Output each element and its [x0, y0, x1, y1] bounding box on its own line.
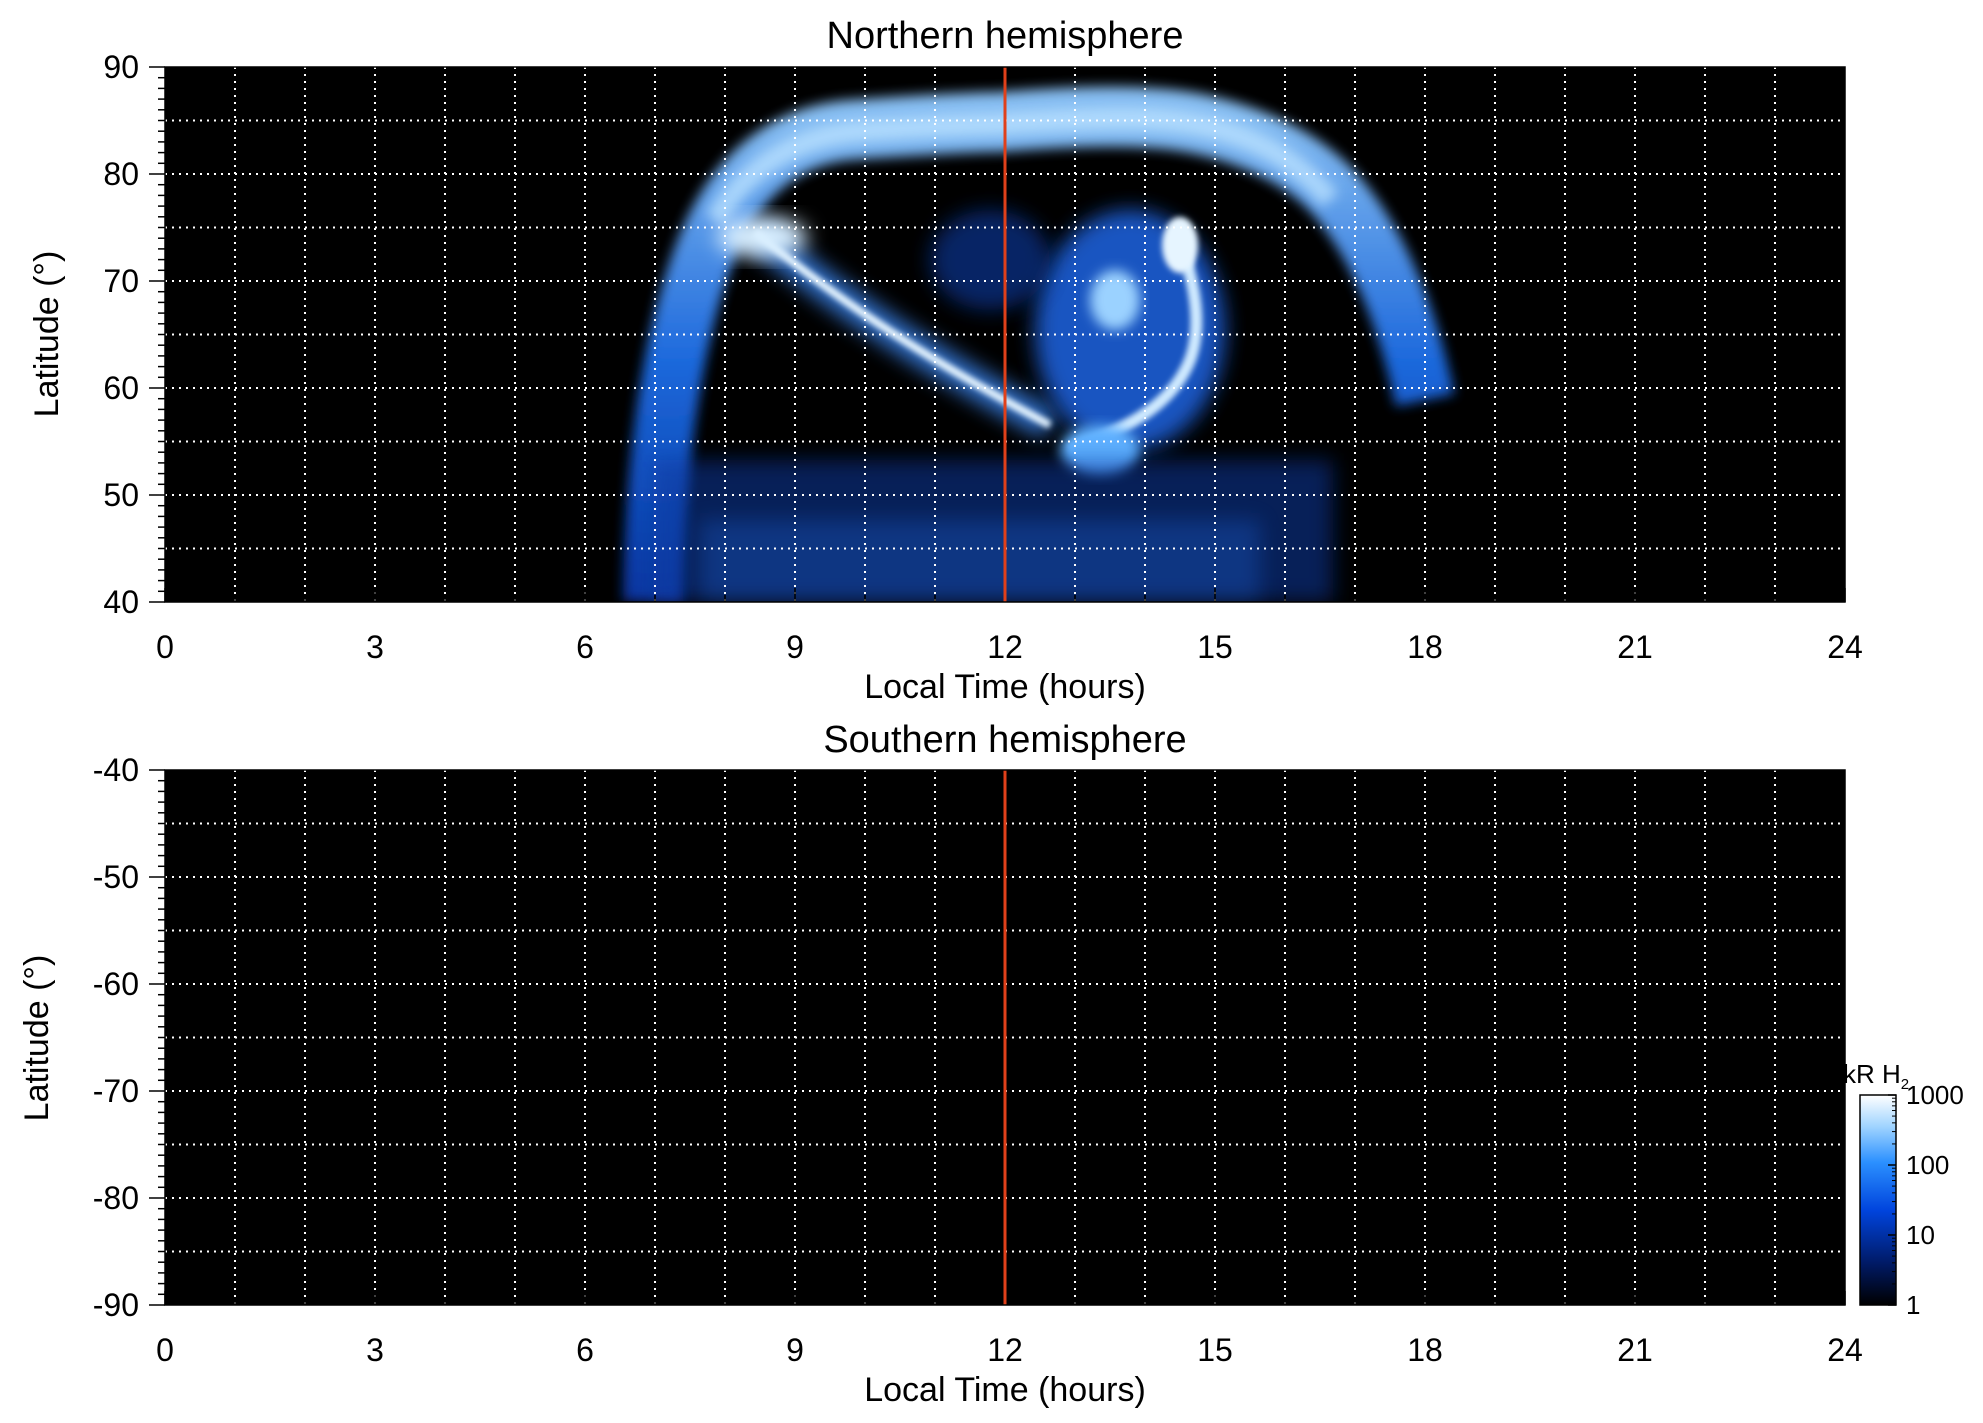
x-tick-label: 21: [1617, 629, 1653, 665]
dawn-bright-spot: [717, 217, 807, 257]
x-tick-label: 18: [1407, 1332, 1443, 1368]
inner-patch: [930, 210, 1050, 310]
colorbar-tick-label: 100: [1906, 1150, 1949, 1180]
postnoon-bright-spot-1: [1162, 217, 1198, 273]
low-latitude-noise-2: [700, 520, 1260, 602]
y-tick-label: -50: [93, 859, 139, 895]
y-tick-label: -90: [93, 1287, 139, 1323]
y-axis-label-south: Latitude (°): [18, 955, 56, 1122]
colorbar-gradient: [1859, 1094, 1897, 1306]
northern-panel: Northern hemisphere Local Time (hours) L…: [28, 15, 1863, 706]
x-tick-label: 6: [576, 629, 594, 665]
plot-frame-south: [164, 769, 1846, 1306]
y-tick-labels-north: 40 50 60 70 80 90: [103, 49, 139, 620]
x-tick-label: 9: [786, 629, 804, 665]
y-tick-labels-south: -40 -50 -60 -70 -80 -90: [93, 752, 139, 1323]
x-tick-label: 24: [1827, 629, 1863, 665]
southern-panel: Southern hemisphere Local Time (hours) L…: [18, 719, 1863, 1409]
colorbar-ticks: 1 10 100 1000: [1888, 1080, 1964, 1320]
ticks-south: [149, 769, 1846, 1306]
chart-title-north: Northern hemisphere: [827, 15, 1184, 57]
colorbar-label: kR H2: [1843, 1059, 1909, 1093]
x-tick-label: 3: [366, 629, 384, 665]
colorbar-tick-label: 1000: [1906, 1080, 1964, 1110]
y-tick-label: 90: [103, 49, 139, 85]
x-tick-label: 21: [1617, 1332, 1653, 1368]
grid-north: [165, 67, 1845, 602]
x-tick-labels-north: 0 3 6 9 12 15 18 21 24: [156, 629, 1863, 665]
colorbar-tick-label: 10: [1906, 1220, 1935, 1250]
y-tick-label: 40: [103, 584, 139, 620]
y-tick-label: 70: [103, 263, 139, 299]
y-tick-label: 80: [103, 156, 139, 192]
y-tick-label: -60: [93, 966, 139, 1002]
y-tick-label: -70: [93, 1073, 139, 1109]
postnoon-bright-spot-2: [1090, 270, 1140, 330]
x-tick-label: 24: [1827, 1332, 1863, 1368]
grid-south: [165, 770, 1845, 1305]
x-tick-label: 12: [987, 629, 1023, 665]
plot-frame-north: [164, 66, 1846, 603]
main-oval-arc-highlight: [705, 107, 1339, 226]
aurora-emission-north: [623, 86, 1455, 602]
x-tick-label: 12: [987, 1332, 1023, 1368]
x-tick-label: 18: [1407, 629, 1443, 665]
x-tick-label: 9: [786, 1332, 804, 1368]
x-tick-labels-south: 0 3 6 9 12 15 18 21 24: [156, 1332, 1863, 1368]
x-axis-label-north: Local Time (hours): [864, 668, 1146, 706]
colorbar-tick-label: 1: [1906, 1290, 1920, 1320]
x-tick-label: 0: [156, 629, 174, 665]
colorbar: kR H2 1 10 100 1000: [1843, 1059, 1964, 1320]
chart-title-south: Southern hemisphere: [823, 719, 1186, 761]
y-tick-label: 50: [103, 477, 139, 513]
x-tick-label: 3: [366, 1332, 384, 1368]
y-tick-label: -80: [93, 1180, 139, 1216]
x-tick-label: 0: [156, 1332, 174, 1368]
x-tick-label: 15: [1197, 1332, 1233, 1368]
y-tick-label: -40: [93, 752, 139, 788]
x-axis-label-south: Local Time (hours): [864, 1371, 1146, 1409]
x-tick-label: 6: [576, 1332, 594, 1368]
y-axis-label-north: Latitude (°): [28, 251, 66, 418]
y-tick-label: 60: [103, 370, 139, 406]
x-tick-label: 15: [1197, 629, 1233, 665]
